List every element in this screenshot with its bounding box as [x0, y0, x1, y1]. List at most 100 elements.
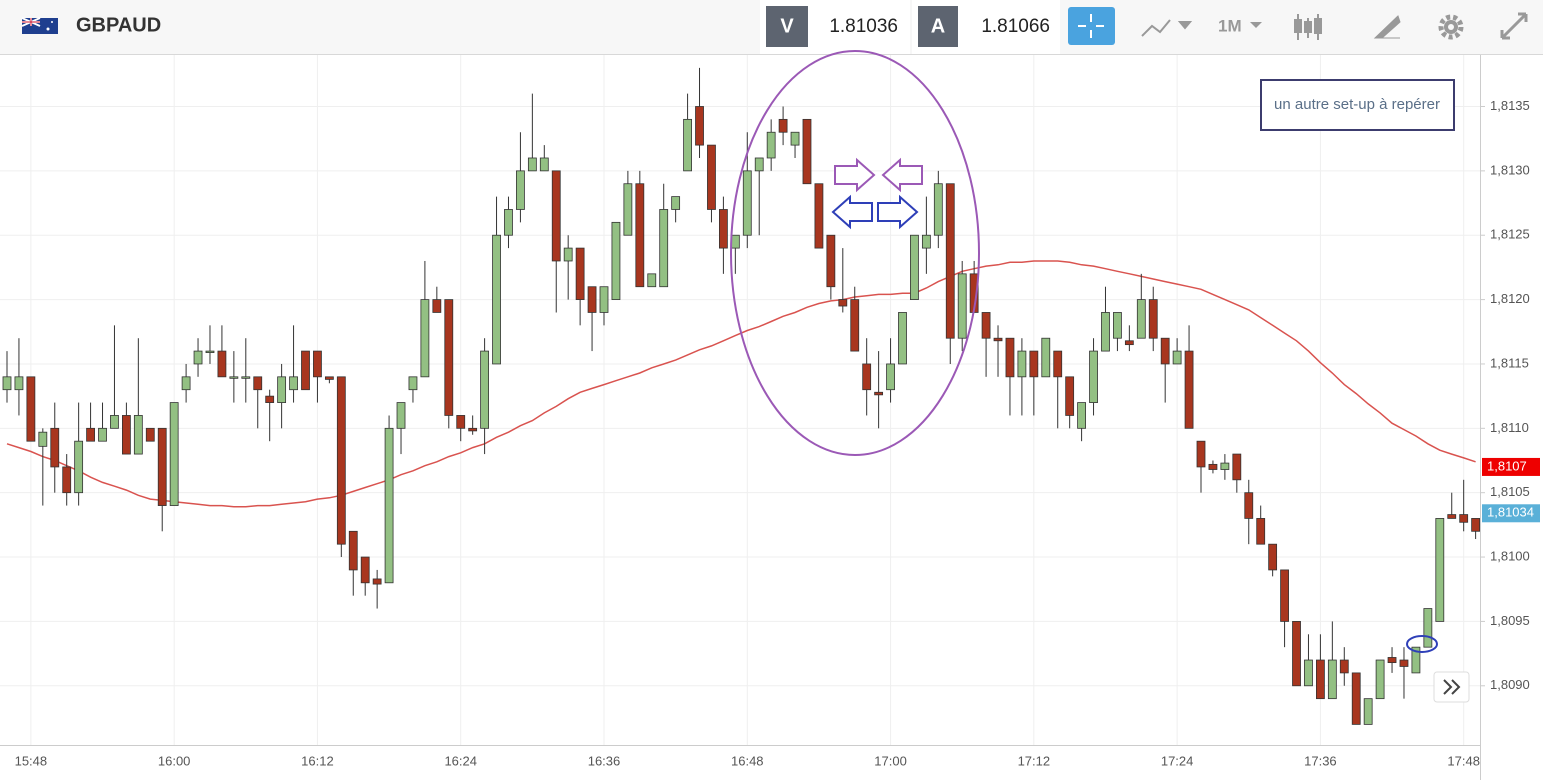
candle-body — [945, 183, 955, 339]
candle-body — [205, 350, 215, 353]
annotation: un autre set-up à repérer — [1274, 96, 1440, 113]
candle-body — [1005, 337, 1015, 378]
candle-body — [599, 286, 609, 313]
timeframe-caret — [1250, 22, 1262, 28]
candle-body — [1351, 672, 1361, 725]
candle-body — [1089, 350, 1098, 403]
candle-body — [671, 196, 681, 210]
candle-body — [1172, 350, 1182, 365]
y-tick-label: 1,8135 — [1490, 98, 1530, 113]
candle-body — [1065, 376, 1075, 416]
setup-marker — [1406, 635, 1438, 653]
timeframe[interactable]: 1M — [1218, 16, 1242, 35]
highlight-ellipse — [730, 50, 980, 456]
chart-type-button[interactable] — [1141, 19, 1193, 37]
candle-body — [623, 183, 633, 236]
x-tick-label: 16:48 — [731, 753, 764, 768]
candle-body — [539, 157, 549, 172]
candle-body — [635, 183, 645, 288]
candle-body — [133, 415, 143, 455]
candle-body — [921, 234, 931, 249]
candle-body — [587, 286, 597, 313]
candle-body — [659, 209, 669, 288]
candle-body — [396, 402, 406, 429]
candle-body — [838, 299, 848, 307]
candle-body — [38, 431, 48, 447]
x-tick-label: 17:00 — [874, 753, 907, 768]
candle-body — [145, 427, 155, 442]
candle-body — [1113, 312, 1122, 339]
candle-body — [575, 247, 585, 300]
candle-body — [1256, 518, 1266, 545]
candle-body — [1375, 659, 1385, 700]
candle-body — [74, 440, 84, 494]
candle-body — [313, 350, 322, 378]
candle-body — [157, 427, 167, 506]
annotation-box — [1260, 79, 1455, 131]
candle-body — [1304, 659, 1313, 687]
y-tick-label: 1,8110 — [1490, 420, 1529, 435]
y-tick-label: 1,8090 — [1490, 677, 1530, 692]
candle-body — [707, 144, 716, 210]
candle-body — [611, 221, 621, 300]
x-tick-label: 17:48 — [1447, 753, 1480, 768]
candle-body — [1017, 350, 1027, 378]
arrow-right-blue — [877, 194, 919, 230]
candle-body — [241, 376, 251, 379]
arrow-left-blue — [831, 194, 873, 230]
candle-body — [277, 376, 287, 403]
candle-body — [1292, 621, 1301, 687]
ask-button[interactable] — [918, 6, 958, 47]
candle-body — [826, 234, 836, 288]
candle-body — [480, 350, 490, 429]
price-tag-label: 1,81034 — [1487, 505, 1534, 520]
candle-body — [1423, 608, 1433, 648]
candle-body — [456, 415, 466, 429]
candle-body — [1136, 299, 1146, 339]
candle-body — [265, 395, 275, 403]
candle-body — [2, 376, 12, 391]
y-tick-label: 1,8115 — [1490, 355, 1529, 370]
candle-body — [1459, 514, 1469, 523]
candle-body — [766, 131, 776, 159]
candle-body — [420, 299, 430, 378]
fullscreen-button[interactable] — [1500, 12, 1528, 40]
candle-body — [229, 376, 239, 379]
candle-body — [874, 391, 884, 396]
candle-body — [50, 427, 60, 468]
x-tick-label: 15:48 — [15, 753, 48, 768]
bid-label: V — [780, 15, 794, 37]
x-tick-label: 17:24 — [1161, 753, 1194, 768]
y-tick-label: 1,8125 — [1490, 227, 1530, 242]
bid-button[interactable] — [766, 6, 808, 47]
candle-body — [790, 131, 800, 146]
candle-body — [1184, 350, 1194, 429]
candle-body — [289, 376, 298, 391]
candle-body — [98, 427, 107, 442]
candle-body — [86, 427, 95, 442]
candle-body — [993, 337, 1003, 342]
candle-body — [62, 466, 72, 494]
x-tick-label: 17:12 — [1018, 753, 1051, 768]
drawing-tool-button[interactable] — [1373, 15, 1401, 39]
candle-body — [1160, 337, 1170, 365]
x-tick-label: 16:36 — [588, 753, 621, 768]
symbol: GBPAUD — [76, 14, 161, 36]
candle-body — [492, 234, 501, 365]
candle-body — [647, 273, 657, 288]
candle-body — [1077, 402, 1086, 429]
candle-body — [372, 578, 382, 585]
candle-body — [301, 350, 310, 391]
candle-style-button[interactable] — [1294, 14, 1322, 40]
candle-body — [778, 118, 788, 133]
candle-body — [181, 376, 191, 391]
crosshair-button[interactable] — [1068, 7, 1115, 45]
y-tick-label: 1,8105 — [1490, 484, 1530, 499]
candle-body — [360, 556, 370, 584]
candle-body — [384, 427, 394, 584]
settings-button[interactable] — [1438, 14, 1464, 40]
candle-body — [110, 415, 119, 429]
candle-body — [886, 363, 895, 391]
candle-body — [719, 209, 728, 249]
